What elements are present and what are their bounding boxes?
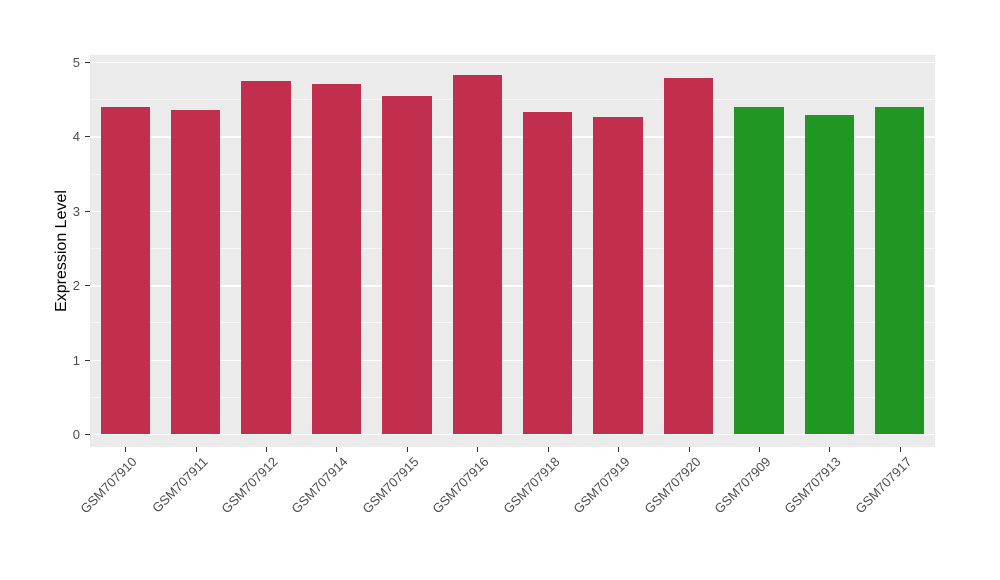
x-tick-label: GSM707920	[640, 454, 704, 517]
x-tick-mark	[477, 447, 479, 452]
gridline-major	[90, 285, 935, 287]
gridline-minor	[90, 396, 935, 398]
x-tick-mark	[618, 447, 620, 452]
y-axis-title: Expression Level	[53, 190, 70, 312]
gridline-major	[90, 359, 935, 361]
x-tick-label: GSM707919	[570, 454, 633, 517]
x-tick-mark	[195, 447, 197, 452]
gridline-major	[90, 434, 935, 436]
x-tick-label: GSM707916	[429, 454, 492, 517]
x-tick-label: GSM707914	[288, 454, 352, 517]
x-tick-mark	[406, 447, 408, 452]
gridline-minor	[90, 99, 935, 100]
x-tick-label: GSM707917	[852, 454, 915, 517]
x-tick-mark	[829, 447, 831, 452]
x-tick-mark	[547, 447, 549, 452]
gridline-minor	[90, 322, 935, 324]
x-tick-label: GSM707912	[218, 454, 281, 517]
bar-GSM707917	[875, 107, 925, 434]
bar-GSM707916	[452, 74, 502, 434]
x-tick-mark	[688, 447, 690, 452]
gridline-major	[90, 136, 935, 138]
x-tick-label: GSM707915	[359, 454, 422, 517]
x-tick-mark	[758, 447, 760, 452]
x-tick-mark	[266, 447, 268, 452]
bar-GSM707919	[593, 117, 643, 434]
bar-GSM707913	[804, 114, 854, 434]
gridline-major	[90, 210, 935, 213]
bar-GSM707912	[241, 80, 291, 434]
y-tick-label: 1	[72, 352, 80, 368]
y-tick-label: 2	[72, 278, 80, 294]
bar-GSM707918	[523, 111, 573, 434]
bar-GSM707910	[100, 106, 150, 434]
x-tick-label: GSM707911	[148, 454, 211, 516]
bar-GSM707909	[734, 107, 784, 434]
gridline-minor	[90, 248, 935, 249]
gridline-major	[90, 62, 935, 64]
x-tick-label: GSM707910	[77, 454, 140, 517]
x-tick-label: GSM707909	[711, 454, 774, 517]
bar-GSM707911	[170, 110, 221, 434]
x-tick-label: GSM707913	[781, 454, 844, 517]
gridline-minor	[90, 173, 935, 175]
bar-GSM707920	[663, 78, 714, 434]
y-tick-label: 3	[72, 203, 80, 219]
x-tick-mark	[125, 447, 127, 452]
bar-GSM707915	[382, 96, 432, 434]
x-tick-label: GSM707918	[500, 454, 563, 517]
x-tick-mark	[899, 447, 901, 452]
bar-GSM707914	[311, 83, 362, 434]
y-tick-label: 5	[72, 55, 80, 70]
x-tick-mark	[336, 447, 338, 452]
y-tick-label: 0	[72, 427, 80, 442]
y-tick-label: 4	[72, 129, 80, 145]
plot-panel	[90, 55, 935, 447]
